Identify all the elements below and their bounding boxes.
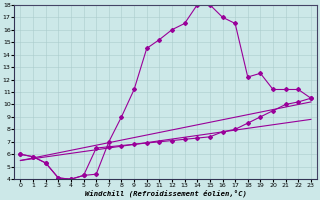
X-axis label: Windchill (Refroidissement éolien,°C): Windchill (Refroidissement éolien,°C) (85, 190, 247, 197)
